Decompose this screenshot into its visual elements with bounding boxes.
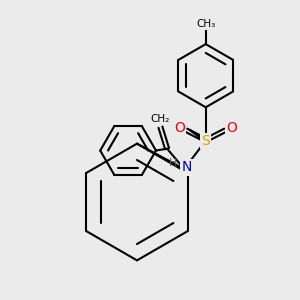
Text: O: O xyxy=(174,122,185,136)
Text: H: H xyxy=(169,158,178,168)
Text: N: N xyxy=(182,160,192,175)
Text: S: S xyxy=(201,134,210,148)
Text: CH₃: CH₃ xyxy=(196,20,215,29)
Text: O: O xyxy=(226,122,237,136)
Text: CH₂: CH₂ xyxy=(150,114,169,124)
